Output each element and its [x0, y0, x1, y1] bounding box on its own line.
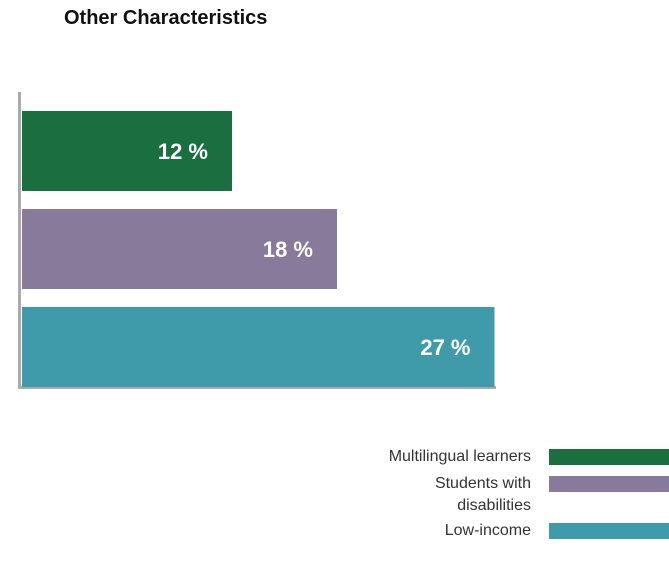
legend-item-low-income: Low-income [445, 520, 669, 542]
legend-swatch [549, 449, 669, 465]
legend-item-students-with-disabilities: Students with disabilities [406, 473, 669, 517]
chart-title: Other Characteristics [64, 7, 268, 29]
bar-value-label: 12 % [158, 139, 208, 164]
bar-low-income [22, 307, 495, 387]
legend-swatch [549, 523, 669, 539]
legend-swatch [549, 476, 669, 492]
bar-value-label: 27 % [420, 335, 470, 360]
bar-students-with-disabilities [22, 209, 337, 289]
legend-label: Low-income [444, 522, 531, 539]
legend-item-multilingual-learners: Multilingual learners [389, 446, 669, 468]
bar-chart: 12 % 18 % 27 % [18, 92, 496, 389]
bar-value-label: 18 % [263, 237, 313, 262]
legend-label: Students with disabilities [434, 475, 531, 514]
bar-multilingual-learners [22, 111, 232, 191]
legend-label: Multilingual learners [388, 448, 531, 465]
